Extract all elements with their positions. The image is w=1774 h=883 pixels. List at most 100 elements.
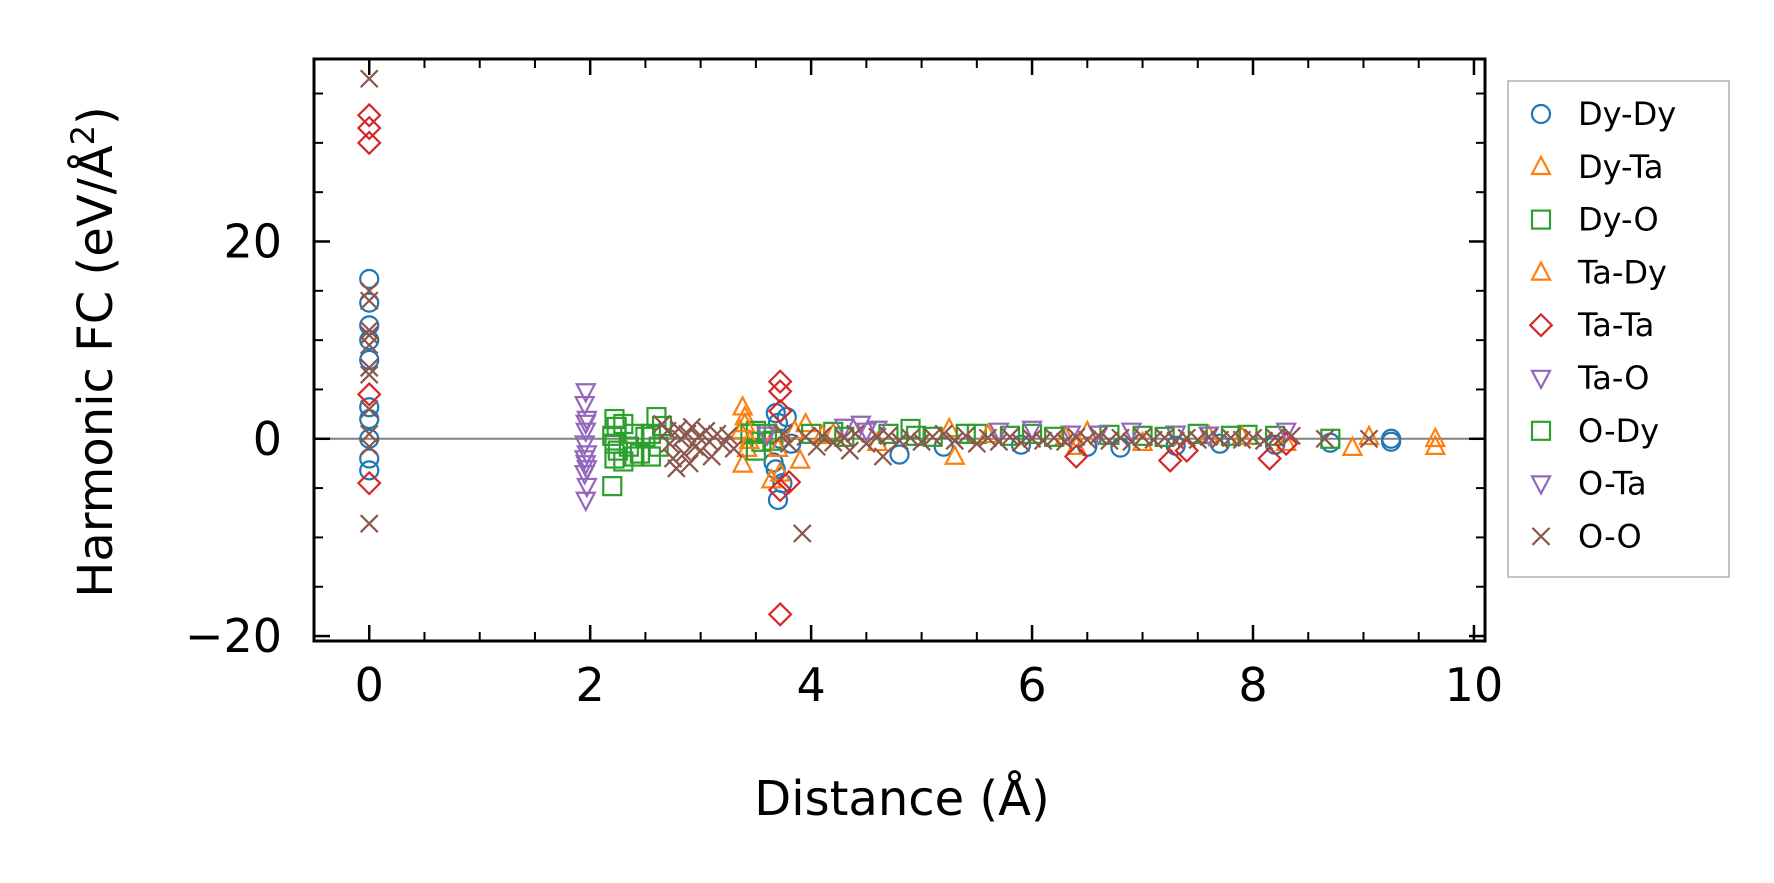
- data-point: [1044, 426, 1065, 447]
- legend-item-ta-ta: Ta-Ta: [1528, 306, 1654, 344]
- data-point: [359, 358, 379, 378]
- data-point: [359, 349, 380, 370]
- legend-item-ta-dy: Ta-Dy: [1530, 253, 1667, 291]
- data-point: [734, 411, 756, 433]
- data-point: [767, 489, 789, 511]
- legend-label: Dy-Ta: [1578, 148, 1663, 186]
- data-point: [359, 291, 379, 311]
- data-point: [674, 444, 694, 463]
- data-point: [807, 437, 826, 456]
- data-point: [767, 398, 793, 424]
- tick-labels: 0 2 4 6 8 10 −20 0 20: [185, 214, 1503, 712]
- x-tick-label: 6: [1017, 658, 1046, 712]
- legend-marker: [1530, 369, 1552, 391]
- data-point: [731, 394, 754, 416]
- data-point: [359, 397, 380, 418]
- data-point: [1380, 431, 1402, 452]
- data-point: [1199, 427, 1219, 447]
- data-point: [359, 460, 380, 481]
- data-point: [1066, 427, 1086, 447]
- data-point: [1243, 428, 1263, 448]
- data-point: [834, 428, 854, 448]
- data-point: [1188, 430, 1208, 450]
- legend-label: Dy-O: [1578, 201, 1659, 239]
- legend-label: Ta-Ta: [1577, 306, 1654, 344]
- data-point: [1144, 430, 1163, 450]
- data-point: [756, 426, 778, 448]
- data-point: [359, 408, 380, 430]
- series-dy-o: [602, 406, 1341, 497]
- data-point: [1100, 431, 1119, 451]
- data-point: [359, 514, 379, 533]
- data-point: [1424, 426, 1447, 448]
- data-point: [574, 422, 597, 444]
- data-point: [767, 477, 793, 503]
- legend-item-dy-ta: Dy-Ta: [1530, 148, 1663, 186]
- data-point: [359, 335, 379, 355]
- data-point: [1155, 428, 1174, 448]
- data-point: [1341, 435, 1364, 456]
- data-point: [1177, 428, 1197, 448]
- data-point: [576, 460, 598, 481]
- data-point: [855, 422, 878, 444]
- data-point: [989, 432, 1009, 452]
- data-point: [1210, 430, 1230, 450]
- data-point: [359, 365, 379, 384]
- legend-label: Dy-Dy: [1578, 95, 1676, 133]
- data-point: [1021, 420, 1043, 442]
- y-axis-title-end: ): [68, 106, 124, 125]
- legend-label: Ta-O: [1577, 359, 1649, 397]
- y-axis-title-superscript: 2: [64, 125, 102, 145]
- data-point: [978, 428, 998, 448]
- data-point: [359, 268, 380, 290]
- legend-marker: [1530, 420, 1552, 441]
- data-point: [667, 459, 686, 478]
- x-tick-label: 10: [1445, 658, 1504, 712]
- data-point: [857, 434, 876, 454]
- data-point: [776, 469, 802, 495]
- legend-label: O-O: [1578, 517, 1642, 555]
- data-point: [745, 440, 766, 461]
- data-point: [1157, 448, 1183, 473]
- data-point: [680, 454, 699, 473]
- data-point: [574, 414, 597, 436]
- data-point: [718, 426, 738, 446]
- data-point: [359, 320, 379, 340]
- data-point: [1033, 431, 1053, 451]
- data-point: [359, 69, 379, 89]
- data-point: [1021, 423, 1043, 444]
- data-point: [574, 491, 597, 513]
- data-point: [1220, 425, 1242, 446]
- data-point: [602, 425, 623, 446]
- data-point: [356, 382, 382, 407]
- data-point: [359, 399, 379, 419]
- data-point: [873, 447, 893, 466]
- y-tick-label: 20: [223, 214, 282, 268]
- data-point: [359, 292, 380, 313]
- data-point: [1122, 432, 1141, 452]
- x-tick-label: 4: [796, 658, 825, 712]
- data-point: [1111, 428, 1130, 448]
- data-point: [356, 102, 382, 128]
- data-point: [696, 421, 716, 441]
- data-point: [767, 379, 793, 404]
- data-point: [823, 433, 843, 453]
- data-point: [1282, 426, 1301, 446]
- data-point: [811, 423, 833, 445]
- legend-item-dy-o: Dy-O: [1530, 201, 1659, 239]
- data-point: [943, 444, 966, 465]
- legend-item-o-dy: O-Dy: [1530, 412, 1659, 450]
- data-point: [685, 437, 705, 456]
- data-point: [1077, 430, 1097, 450]
- legend-item-ta-o: Ta-O: [1530, 359, 1649, 397]
- data-point: [573, 450, 596, 471]
- data-point: [1232, 430, 1252, 450]
- series-ta-ta: [356, 102, 1299, 627]
- data-point: [1254, 431, 1274, 451]
- y-tick-label: 0: [253, 412, 282, 466]
- series-dy-dy: [359, 268, 1402, 511]
- data-point: [1320, 428, 1341, 449]
- legend-marker: [1530, 103, 1552, 125]
- data-point: [1011, 433, 1031, 453]
